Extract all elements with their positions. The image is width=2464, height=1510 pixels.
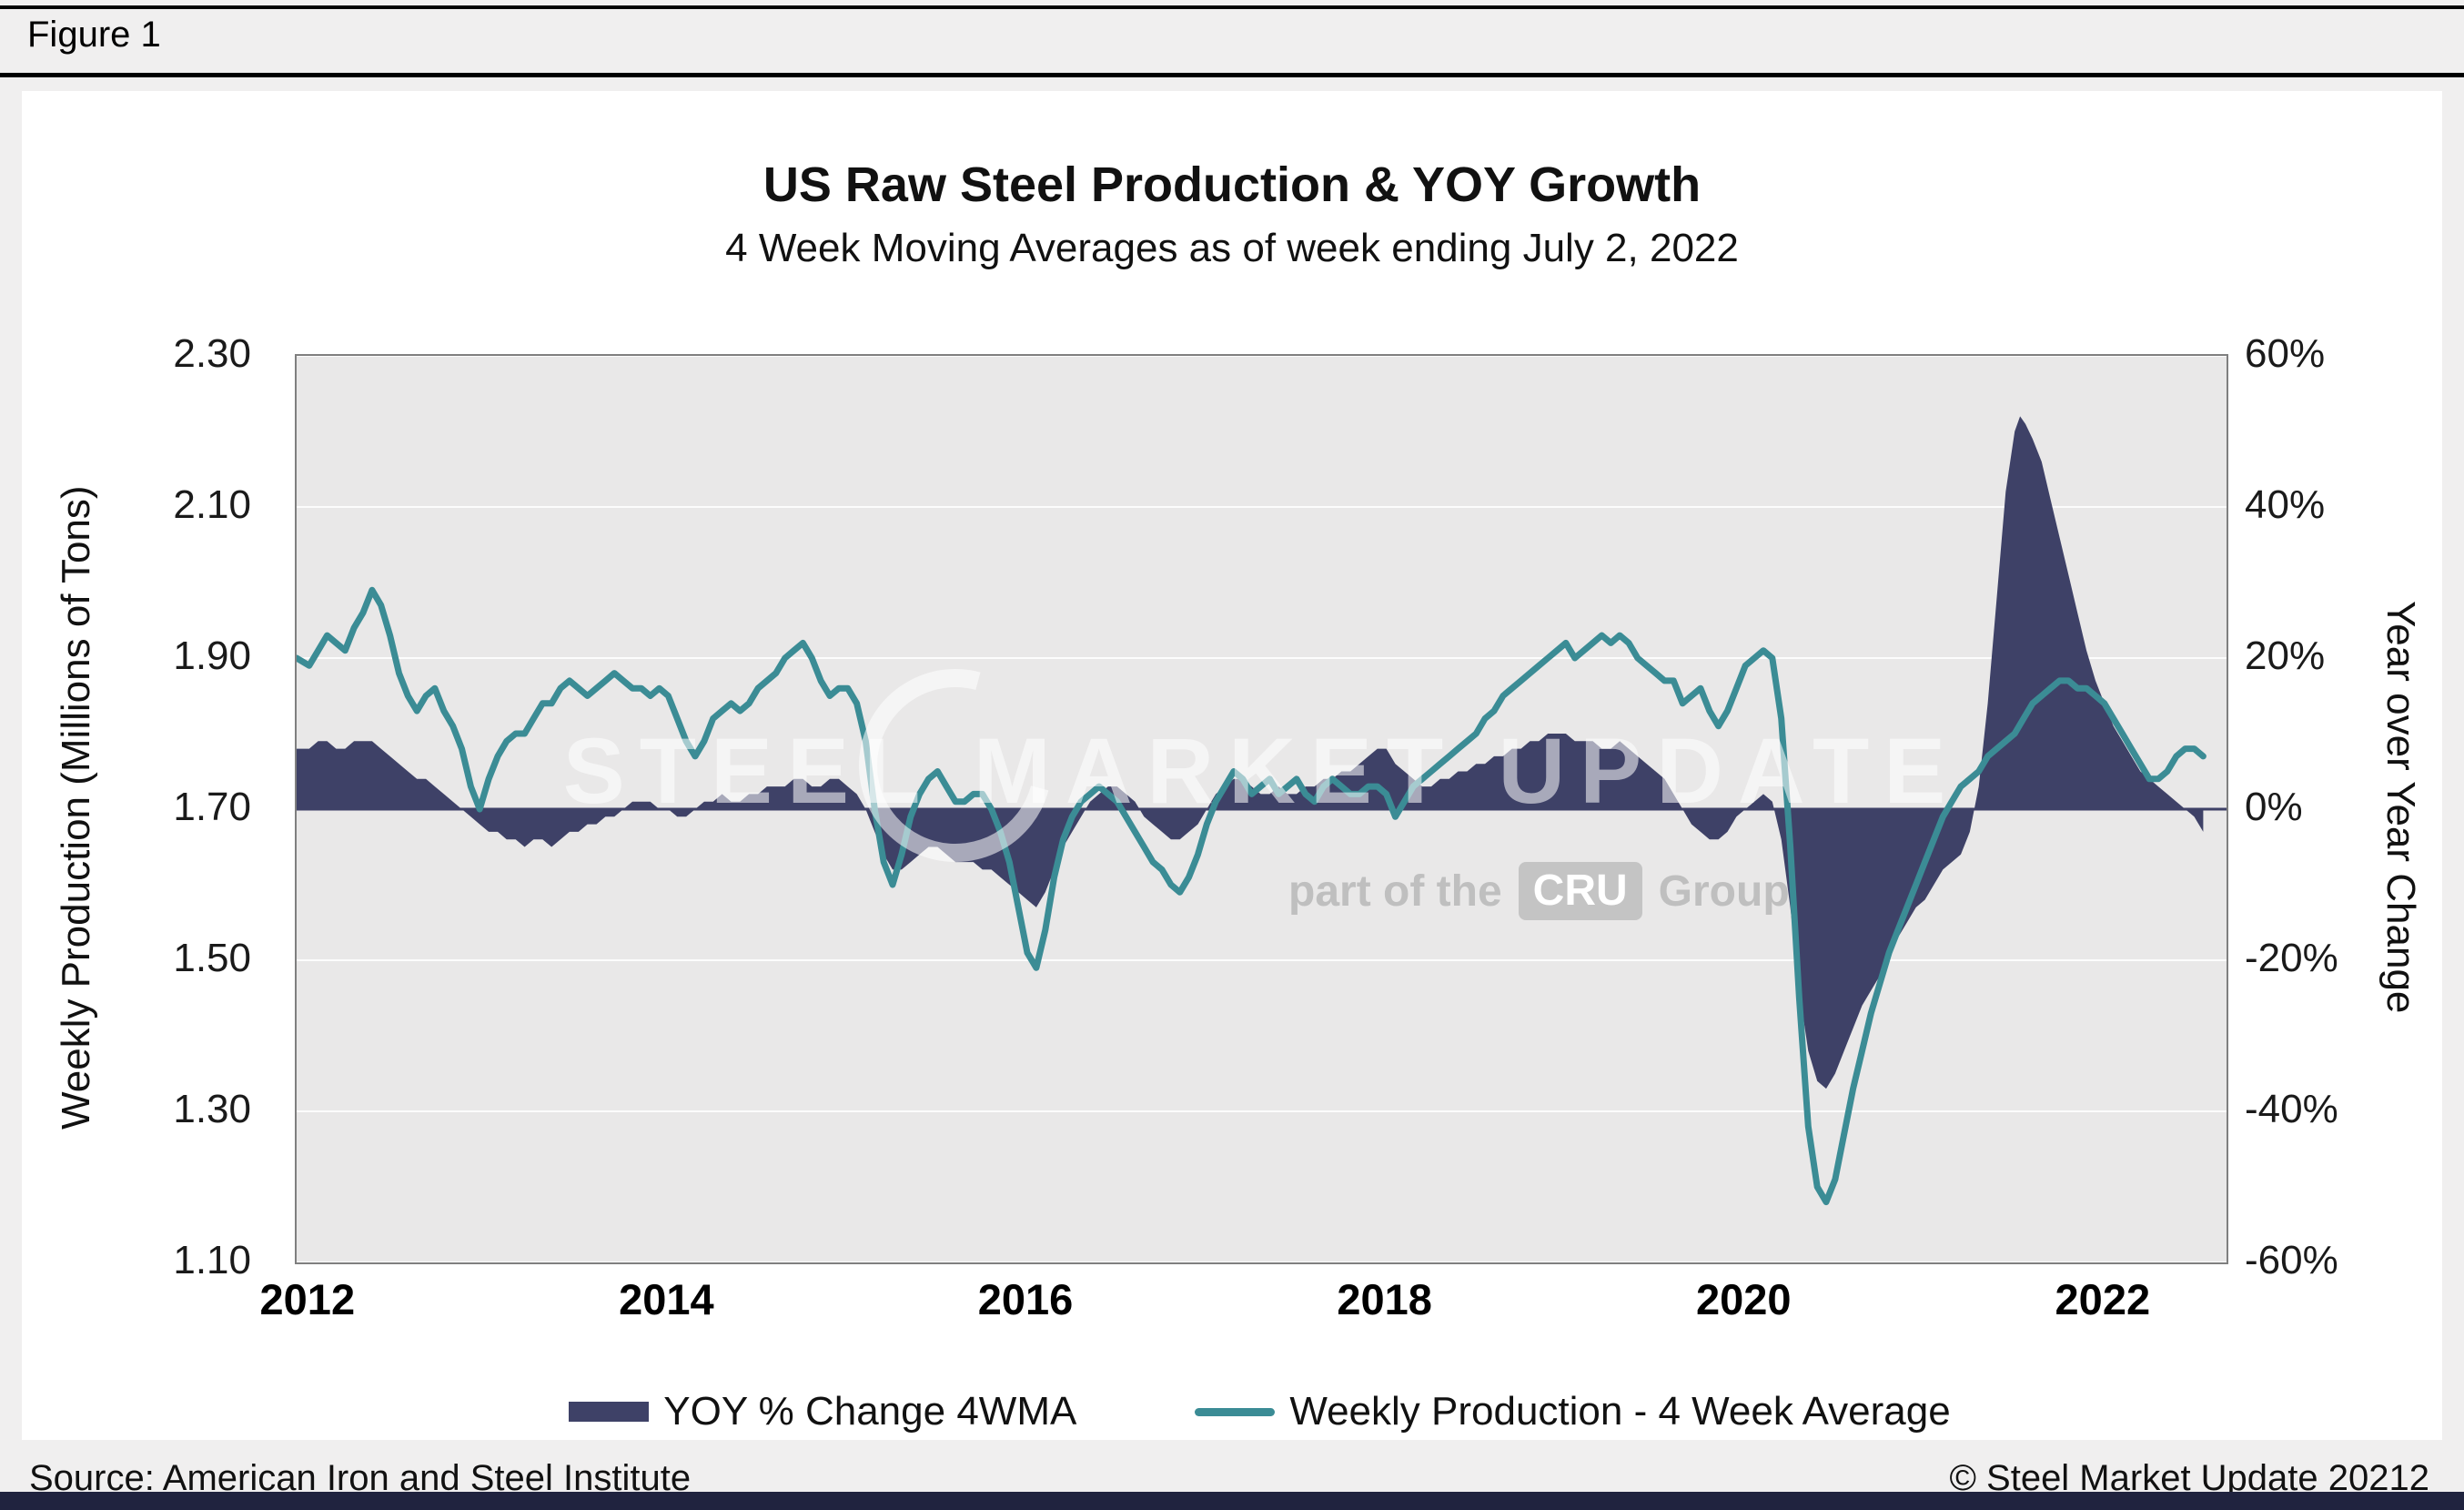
top-border-line: [0, 5, 2464, 9]
plot-area: STEEL MARKET UPDATE part of the CRU Grou…: [295, 354, 2228, 1264]
yoy-area-series: [297, 416, 2204, 1089]
right-axis-tick-label: 40%: [2245, 482, 2326, 527]
production-line-swatch-icon: [1195, 1407, 1276, 1416]
left-axis-tick-label: 1.90: [173, 633, 251, 678]
right-axis-tick-label: -40%: [2245, 1087, 2338, 1131]
right-axis-title: Year over Year Change: [2378, 601, 2423, 1014]
header-divider-line: [0, 73, 2464, 77]
left-axis-tick-label: 2.30: [173, 331, 251, 376]
chart-legend: YOY % Change 4WMA Weekly Production - 4 …: [295, 1389, 2225, 1434]
left-axis-tick-label: 1.30: [173, 1087, 251, 1131]
x-axis-ticks: 2012 2014 2016 2018 2020 2022: [260, 1275, 2225, 1330]
chart-title: US Raw Steel Production & YOY Growth: [762, 157, 1702, 212]
production-line-series: [297, 586, 2206, 1206]
right-axis-tick-label: -20%: [2245, 936, 2338, 980]
right-axis-tick-label: 60%: [2245, 331, 2326, 376]
legend-label-production: Weekly Production - 4 Week Average: [1289, 1389, 1951, 1434]
legend-item-yoy: YOY % Change 4WMA: [569, 1389, 1076, 1434]
x-axis-tick-label: 2022: [2055, 1275, 2151, 1323]
chart-subtitle: 4 Week Moving Averages as of week ending…: [725, 226, 1739, 270]
bottom-border-bar: [0, 1492, 2464, 1510]
left-axis-ticks: 2.30 2.10 1.90 1.70 1.50 1.30 1.10: [127, 331, 273, 1282]
legend-label-yoy: YOY % Change 4WMA: [663, 1389, 1077, 1434]
x-axis-tick-label: 2016: [977, 1275, 1074, 1323]
left-axis-tick-label: 1.10: [173, 1238, 251, 1282]
x-axis-tick-label: 2018: [1337, 1275, 1432, 1323]
left-axis-tick-label: 2.10: [173, 482, 251, 527]
source-note: Source: American Iron and Steel Institut…: [29, 1458, 692, 1498]
copyright-note: © Steel Market Update 20212: [1949, 1458, 2429, 1498]
x-axis-tick-label: 2014: [619, 1275, 714, 1323]
left-axis-tick-label: 1.50: [173, 936, 251, 980]
right-axis-tick-label: 20%: [2245, 633, 2326, 678]
x-axis-tick-label: 2020: [1695, 1275, 1792, 1323]
yoy-area-swatch-icon: [569, 1402, 650, 1422]
left-axis-title: Weekly Production (Millions of Tons): [54, 485, 98, 1130]
legend-item-production: Weekly Production - 4 Week Average: [1195, 1389, 1951, 1434]
right-axis-ticks: 60% 40% 20% 0% -20% -40% -60%: [2245, 331, 2445, 1282]
chart-canvas: [297, 356, 2227, 1262]
figure-label: Figure 1: [27, 15, 161, 55]
left-axis-tick-label: 1.70: [173, 785, 251, 829]
right-axis-tick-label: -60%: [2245, 1238, 2338, 1282]
right-axis-tick-label: 0%: [2245, 785, 2303, 829]
x-axis-tick-label: 2012: [259, 1275, 356, 1323]
